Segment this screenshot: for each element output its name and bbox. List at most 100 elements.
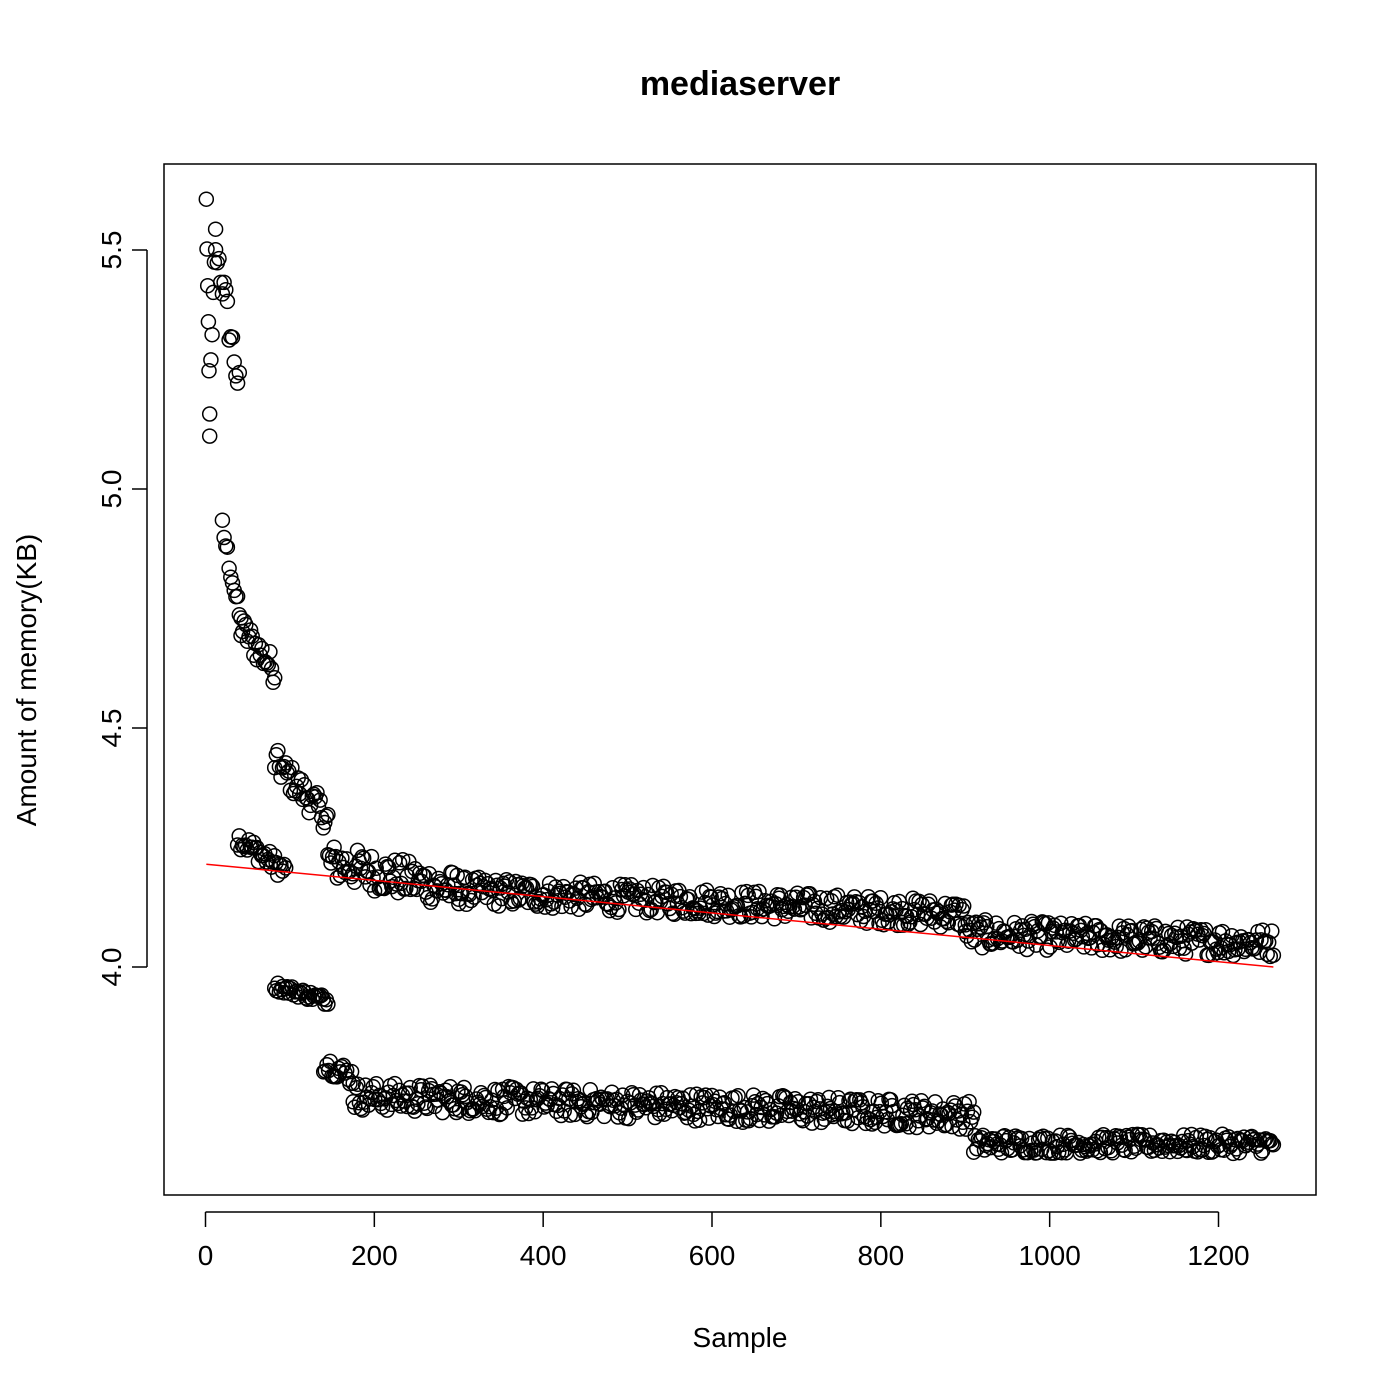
y-tick-label: 5.0 [96,470,127,509]
chart-title: mediaserver [640,65,840,103]
data-point [218,281,234,298]
data-point [312,792,328,808]
x-tick-label: 0 [198,1240,214,1271]
data-point [228,368,244,384]
x-tick-label: 600 [689,1240,736,1271]
data-point [975,915,992,931]
data-point [391,855,408,871]
data-point [794,900,810,917]
data-point [383,1096,400,1113]
plot-frame [163,163,1317,1196]
data-point [343,1063,360,1080]
data-point [685,1106,702,1123]
data-point [1134,942,1151,958]
data-point [351,1095,368,1111]
data-point [501,874,518,890]
data-point [499,1100,515,1116]
data-point [201,363,217,379]
data-point [451,895,467,912]
data-point [318,808,335,825]
data-point [199,241,215,257]
data-point [1159,937,1175,954]
data-point [644,877,661,894]
data-point [498,872,515,888]
data-point [350,1076,366,1093]
data-point [928,1115,945,1131]
data-point [224,329,241,346]
data-point [428,1086,445,1102]
data-point [961,1093,977,1110]
data-point [277,860,294,876]
trend-line-path [206,863,1274,968]
data-point [701,1110,717,1126]
data-point [368,860,384,877]
data-point [967,1127,983,1144]
data-point [1210,944,1226,961]
data-point [266,670,283,686]
data-point [672,888,689,905]
data-point [320,996,336,1012]
data-point [826,889,843,905]
data-point [1040,1130,1056,1147]
data-point [1103,929,1120,946]
data-point [408,881,425,898]
data-point [1118,1127,1135,1144]
data-point [1236,1129,1252,1145]
data-point [755,1090,771,1107]
data-point [317,814,333,831]
data-point [523,876,539,893]
data-point [664,905,681,922]
data-point [480,1104,497,1121]
data-point [511,892,527,908]
data-point [1053,1144,1070,1161]
x-tick-label: 400 [520,1240,567,1271]
data-point [841,1093,857,1109]
data-point [892,1117,908,1133]
trend-line [206,863,1274,968]
data-point [229,588,246,605]
x-axis-label: Sample [693,1322,788,1353]
x-tick-label: 200 [351,1240,398,1271]
data-point [419,1100,435,1117]
y-axis: 4.0 4.5 5.0 5.5 [96,231,148,987]
data-point [616,1097,632,1114]
data-point [611,901,627,918]
data-point [1036,914,1052,931]
data-point [778,897,795,913]
data-point [207,221,224,237]
data-point [623,877,639,893]
data-point [216,529,232,546]
data-point [219,539,236,555]
data-point [955,898,972,914]
data-point [242,622,259,638]
data-point [524,878,541,895]
data-point [229,375,246,391]
data-point [320,806,336,823]
data-point [455,870,472,886]
data-point [638,905,655,921]
data-point [417,1099,434,1115]
data-point [1092,1144,1109,1161]
data-point [894,900,910,917]
data-point [845,895,861,912]
data-point [437,1082,454,1098]
x-tick-label: 1200 [1187,1240,1249,1271]
data-point [334,850,350,866]
data-point [238,616,254,633]
data-point [1169,1143,1186,1160]
data-point [515,877,532,894]
data-point [625,1087,642,1103]
data-point [310,798,327,814]
data-point [1254,922,1271,938]
data-point [1265,1136,1282,1153]
data-point [802,886,818,902]
data-point [749,901,766,917]
data-point [441,887,458,904]
data-point [850,1109,866,1126]
y-tick-label: 4.0 [96,948,127,987]
x-tick-label: 1000 [1019,1240,1081,1271]
data-point [785,898,801,915]
data-point [1193,921,1209,938]
data-point [965,1104,982,1120]
